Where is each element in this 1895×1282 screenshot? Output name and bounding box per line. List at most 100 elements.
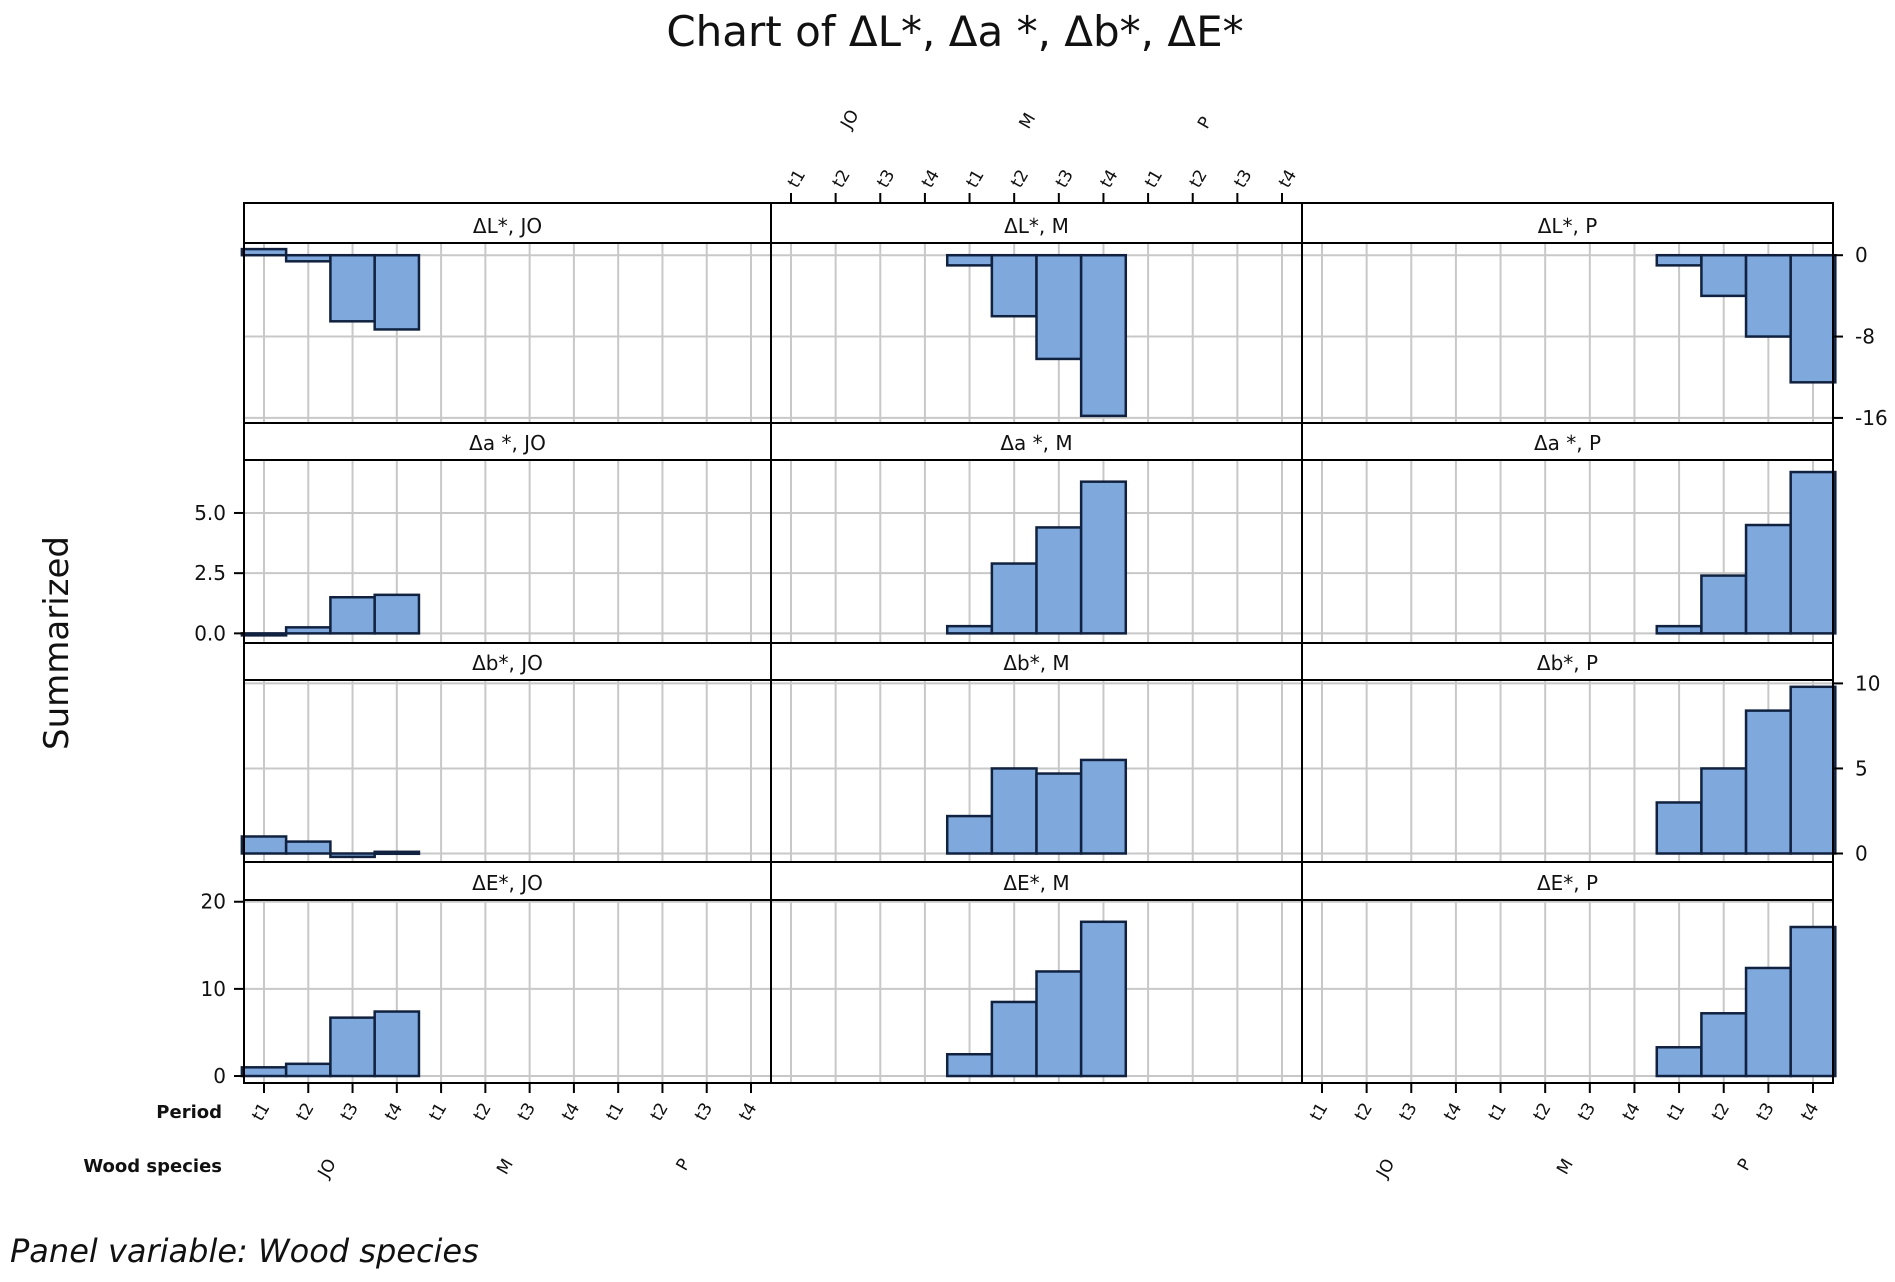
bar-JO-t2 bbox=[284, 626, 332, 635]
panel-L-JO: ΔL*, JO bbox=[240, 202, 772, 424]
bottom-period-label: t4 bbox=[1619, 1100, 1645, 1125]
top-period-label: t2 bbox=[829, 166, 855, 191]
y-tick-label: 20 bbox=[201, 890, 226, 914]
panel-strip-label: Δa *, P bbox=[1534, 431, 1601, 455]
bottom-period-label: t1 bbox=[1485, 1100, 1511, 1125]
panel-strip bbox=[1301, 202, 1834, 244]
bar-M-t3 bbox=[1035, 772, 1083, 855]
bar-JO-t3 bbox=[329, 253, 376, 323]
top-period-label: t3 bbox=[1230, 166, 1256, 191]
bar-P-t4 bbox=[1789, 685, 1837, 855]
bottom-period-label: t4 bbox=[558, 1100, 584, 1125]
bottom-period-label: t3 bbox=[1753, 1100, 1779, 1125]
panel-strip-label: ΔL*, P bbox=[1538, 214, 1598, 238]
bar-JO-t1 bbox=[240, 247, 288, 257]
bottom-period-label: t4 bbox=[735, 1100, 761, 1125]
y-axis-L: 0 -8 -16 bbox=[1833, 243, 1888, 430]
panel-variable-footnote: Panel variable: Wood species bbox=[10, 1232, 479, 1270]
bar-M-t4 bbox=[1079, 758, 1128, 855]
bar-M-t4 bbox=[1079, 480, 1128, 635]
panel-strip bbox=[243, 202, 772, 244]
bar-P-t3 bbox=[1744, 523, 1792, 635]
bar-P-t1 bbox=[1655, 624, 1703, 635]
y-axis-a: 0.0 2.5 5.0 bbox=[194, 501, 244, 645]
panel-strip bbox=[770, 642, 1303, 681]
bottom-species-label: JO bbox=[1372, 1156, 1399, 1183]
bottom-period-label: t1 bbox=[425, 1100, 451, 1125]
bar-JO-t1 bbox=[240, 632, 288, 637]
bottom-species-label: M bbox=[1553, 1156, 1578, 1179]
bottom-x-axis-0: t1 t2 t3 t4 JO t1 t2 t3 t4 Mt1 t2 t3 t4 P bbox=[248, 1083, 761, 1182]
bar-M-t2 bbox=[990, 253, 1038, 318]
panel-strip bbox=[1301, 422, 1834, 461]
bar-JO-t3 bbox=[329, 596, 376, 635]
period-row-label: Period bbox=[156, 1102, 222, 1123]
panel-strip bbox=[1301, 642, 1834, 681]
panel-frame bbox=[243, 899, 772, 1084]
top-period-label: t2 bbox=[1007, 166, 1033, 191]
bottom-period-label: t2 bbox=[470, 1100, 496, 1125]
panel-strip-label: Δa *, M bbox=[1000, 431, 1072, 455]
bar-M-t2 bbox=[990, 1000, 1038, 1078]
panel-strip bbox=[243, 861, 772, 901]
bar-P-t3 bbox=[1744, 253, 1792, 338]
y-tick-label: 5.0 bbox=[194, 501, 226, 525]
bar-P-t1 bbox=[1655, 253, 1703, 267]
panel-E-M: ΔE*, M bbox=[770, 861, 1303, 1084]
bottom-period-label: t2 bbox=[293, 1100, 319, 1125]
panel-strip bbox=[243, 642, 772, 681]
bar-M-t4 bbox=[1079, 920, 1128, 1078]
bar-P-t4 bbox=[1789, 925, 1837, 1078]
panel-strip bbox=[770, 202, 1303, 244]
top-period-label: t4 bbox=[1275, 166, 1301, 191]
bottom-period-label: t3 bbox=[691, 1100, 717, 1125]
bottom-species-label: JO bbox=[314, 1156, 341, 1183]
y-tick-label: -16 bbox=[1855, 406, 1888, 430]
bottom-period-label: t3 bbox=[337, 1100, 363, 1125]
bottom-period-label: t3 bbox=[1396, 1100, 1422, 1125]
panel-strip-label: Δa *, JO bbox=[469, 431, 546, 455]
panel-strip-label: ΔL*, JO bbox=[473, 214, 542, 238]
bar-M-t1 bbox=[945, 624, 994, 635]
bottom-period-label: t1 bbox=[1306, 1100, 1332, 1125]
top-species-label: JO bbox=[836, 107, 863, 134]
bar-JO-t2 bbox=[284, 840, 332, 855]
top-x-axis: t1 t2 t3 t4 JO t1 t2 t3 t4 Mt1 t2 t3 t4 P bbox=[784, 107, 1301, 203]
bar-P-t4 bbox=[1789, 253, 1837, 384]
bottom-period-label: t3 bbox=[1574, 1100, 1600, 1125]
y-tick-label: -8 bbox=[1855, 325, 1875, 349]
top-period-label: t3 bbox=[873, 166, 899, 191]
y-tick-label: 0 bbox=[1855, 243, 1868, 267]
panel-frame bbox=[243, 242, 772, 424]
bar-M-t3 bbox=[1035, 253, 1083, 361]
panel-b-JO: Δb*, JO bbox=[240, 642, 772, 863]
panel-strip-label: ΔE*, JO bbox=[472, 871, 543, 895]
bar-P-t2 bbox=[1700, 253, 1748, 298]
bottom-period-label: t2 bbox=[647, 1100, 673, 1125]
bar-M-t2 bbox=[990, 767, 1038, 855]
bar-JO-t1 bbox=[240, 835, 288, 855]
bar-JO-t4 bbox=[373, 850, 421, 856]
panel-a-JO: Δa *, JO bbox=[240, 422, 772, 644]
bar-JO-t1 bbox=[240, 1066, 288, 1078]
panel-strip-label: Δb*, JO bbox=[472, 651, 543, 675]
y-axis-b: 0 5 10 bbox=[1833, 671, 1880, 865]
bar-P-t1 bbox=[1655, 801, 1703, 855]
bottom-period-label: t2 bbox=[1708, 1100, 1734, 1125]
panel-strip bbox=[770, 861, 1303, 901]
panel-strip-label: Δb*, P bbox=[1537, 651, 1598, 675]
y-tick-label: 0 bbox=[1855, 841, 1868, 865]
panel-strip bbox=[770, 422, 1303, 461]
bar-JO-t4 bbox=[373, 253, 421, 331]
chart-title: Chart of ΔL*, Δa *, Δb*, ΔE* bbox=[666, 7, 1243, 56]
bottom-species-label: M bbox=[493, 1156, 518, 1179]
panel-b-M: Δb*, M bbox=[770, 642, 1303, 863]
bottom-period-label: t1 bbox=[248, 1100, 274, 1125]
panel-a-M: Δa *, M bbox=[770, 422, 1303, 644]
top-period-label: t3 bbox=[1052, 166, 1078, 191]
bar-JO-t2 bbox=[284, 253, 332, 263]
bar-JO-t3 bbox=[329, 852, 376, 859]
top-period-label: t4 bbox=[918, 166, 944, 191]
top-period-label: t1 bbox=[963, 166, 989, 191]
